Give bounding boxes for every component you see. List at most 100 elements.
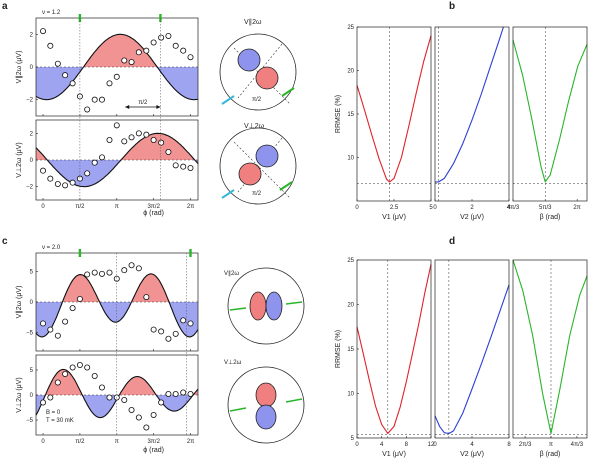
lobe <box>255 404 277 430</box>
x-tick-label: 2π <box>187 204 194 210</box>
x-tick-label: 2π <box>187 439 194 445</box>
data-point <box>143 294 150 301</box>
data-point <box>165 390 172 397</box>
data-point <box>40 167 47 174</box>
lobe <box>255 144 279 168</box>
lobe <box>265 291 283 321</box>
data-point <box>150 39 157 46</box>
data-point <box>135 414 142 421</box>
plot-frame <box>434 26 510 202</box>
x-axis-label: V2 (μV) <box>460 451 484 458</box>
y-tick-label: 5 <box>30 269 34 275</box>
data-point <box>98 154 105 161</box>
y-tick-label: 10 <box>347 392 354 398</box>
rrmse-b3 <box>512 27 588 201</box>
plot-frame <box>356 26 432 202</box>
data-point <box>69 305 76 312</box>
circle-par-c <box>227 267 305 345</box>
axis-line <box>221 95 235 105</box>
data-point <box>150 411 157 418</box>
circle-pi2-a: π/2 <box>252 97 262 103</box>
data-point <box>62 182 69 189</box>
phi-panel-a-bot <box>35 122 199 200</box>
x-tick-label: 4 <box>507 205 511 211</box>
data-point <box>40 399 47 406</box>
data-point <box>69 179 76 186</box>
circle-perp-c <box>227 366 305 444</box>
fill-negative <box>36 67 198 100</box>
data-point <box>121 57 128 64</box>
y-tick-label: 5 <box>30 368 34 374</box>
x-axis-label: V1 (μV) <box>382 451 406 458</box>
data-point <box>76 295 83 302</box>
axis-line <box>279 181 293 191</box>
contact-line <box>285 301 303 305</box>
data-point <box>47 42 54 49</box>
rrmse-curve <box>356 264 432 435</box>
x-tick-label: 0 <box>355 442 359 448</box>
rrmse-ylabel-b: RRMSE (%) <box>335 95 342 133</box>
data-point <box>98 96 105 103</box>
data-point <box>113 122 120 129</box>
pi2-arrowheads <box>125 105 161 109</box>
data-point <box>180 163 187 170</box>
circle-title: V∥2ω <box>244 18 262 26</box>
data-point <box>172 162 179 169</box>
data-point <box>150 326 157 333</box>
rrmse-d3 <box>512 259 588 438</box>
y-axis-label: V⊥2ω (μV) <box>16 377 23 412</box>
x-tick-label: π <box>115 204 119 210</box>
y-tick-label: 0 <box>30 300 34 306</box>
data-point <box>91 372 98 379</box>
x-tick-label: 5π/3 <box>539 205 552 211</box>
rrmse-curve <box>512 259 588 435</box>
data-point <box>47 326 54 333</box>
x-tick-label: 0 <box>433 442 437 448</box>
data-point <box>84 271 91 278</box>
fill-positive <box>36 34 198 67</box>
x-axis-label: V1 (μV) <box>382 214 406 221</box>
circle-title-par-c: V∥2ω <box>224 270 239 277</box>
circle-perp-a <box>219 127 297 205</box>
y-tick-label: −2 <box>26 98 34 104</box>
data-point <box>180 47 187 54</box>
contact-line <box>229 407 247 412</box>
y-tick-label: 25 <box>347 25 354 31</box>
contact-line <box>285 398 303 403</box>
contact-line <box>229 307 247 311</box>
rrmse-curve <box>356 35 432 183</box>
fit-curve <box>35 33 199 101</box>
data-point <box>158 328 165 335</box>
data-point <box>62 72 69 79</box>
y-tick-label: 0 <box>30 65 34 71</box>
nu-label-a: ν = 1.2 <box>42 10 61 16</box>
lobe <box>237 48 261 72</box>
rrmse-b2 <box>434 26 510 201</box>
fit-curve <box>35 132 199 188</box>
param-t: T = 30 mK <box>46 418 74 424</box>
y-tick-label: 20 <box>347 303 354 309</box>
data-point <box>76 361 83 368</box>
x-tick-label: 4π/3 <box>571 442 584 448</box>
rrmse-b1 <box>356 26 432 201</box>
fill-positive <box>36 133 198 160</box>
data-point <box>187 390 194 397</box>
lobe <box>255 382 277 408</box>
x-tick-label: 0 <box>433 205 437 211</box>
panel-label-a: a <box>2 1 8 12</box>
data-point <box>172 330 179 337</box>
data-point <box>165 32 172 39</box>
x-axis-label: β (rad) <box>540 214 561 221</box>
data-point <box>150 136 157 143</box>
data-point <box>84 364 91 371</box>
y-axis-label: V⊥2ω (μV) <box>16 142 23 177</box>
data-point <box>121 267 128 274</box>
x-tick-label: 4 <box>380 442 384 448</box>
data-point <box>121 138 128 145</box>
data-point <box>106 136 113 143</box>
x-axis-label-c: ϕ (rad) <box>143 447 164 454</box>
data-point <box>62 318 69 325</box>
lobe <box>249 291 267 321</box>
x-tick-label: 2 <box>470 205 474 211</box>
